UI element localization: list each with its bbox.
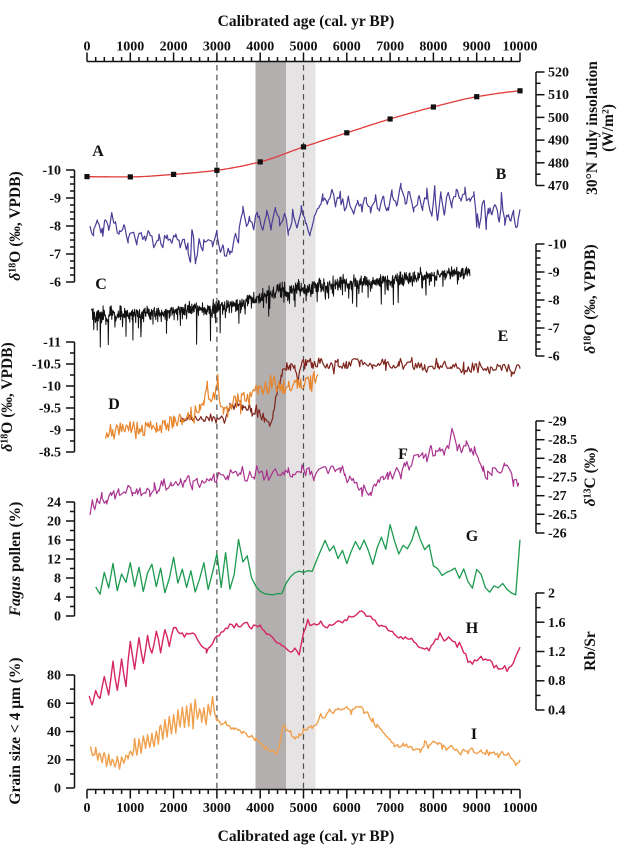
svg-text:-8: -8	[548, 294, 560, 309]
svg-text:2000: 2000	[160, 40, 188, 55]
svg-text:-10.5: -10.5	[32, 358, 61, 373]
svg-text:0.8: 0.8	[548, 674, 566, 689]
svg-text:F: F	[398, 446, 408, 463]
svg-text:8000: 8000	[419, 801, 447, 816]
svg-text:0: 0	[54, 782, 61, 797]
svg-text:9000: 9000	[463, 40, 491, 55]
svg-text:9000: 9000	[463, 801, 491, 816]
svg-text:-9: -9	[548, 266, 560, 281]
svg-text:-6: -6	[49, 276, 61, 291]
svg-text:3000: 3000	[203, 40, 231, 55]
svg-text:6000: 6000	[333, 40, 361, 55]
svg-text:δ13C (‰): δ13C (‰)	[582, 448, 599, 507]
svg-text:5000: 5000	[290, 801, 318, 816]
svg-text:B: B	[496, 166, 507, 183]
svg-text:4000: 4000	[246, 40, 274, 55]
svg-text:520: 520	[548, 66, 569, 81]
svg-text:1000: 1000	[116, 40, 144, 55]
svg-text:80: 80	[47, 669, 61, 684]
svg-text:-6: -6	[548, 350, 560, 365]
svg-text:-8: -8	[49, 220, 61, 235]
svg-text:7000: 7000	[376, 40, 404, 55]
svg-text:Rb/Sr: Rb/Sr	[582, 631, 599, 671]
svg-text:-26.5: -26.5	[548, 508, 577, 523]
svg-text:0.4: 0.4	[548, 704, 566, 719]
svg-text:40: 40	[47, 725, 61, 740]
svg-text:7000: 7000	[376, 801, 404, 816]
svg-text:2: 2	[548, 587, 555, 602]
svg-text:0: 0	[54, 610, 61, 625]
svg-text:470: 470	[548, 179, 569, 194]
svg-text:-7: -7	[49, 248, 61, 263]
svg-text:-27: -27	[548, 489, 567, 504]
svg-text:20: 20	[47, 515, 61, 530]
svg-text:-10: -10	[42, 380, 61, 395]
svg-text:δ18O (‰, VPDB): δ18O (‰, VPDB)	[0, 342, 16, 451]
svg-text:-26: -26	[548, 527, 567, 542]
svg-text:30°N July insolation: 30°N July insolation	[584, 61, 601, 195]
svg-text:2000: 2000	[160, 801, 188, 816]
svg-text:510: 510	[548, 88, 569, 103]
svg-text:Calibrated age (cal. yr BP): Calibrated age (cal. yr BP)	[218, 828, 395, 845]
svg-text:δ18O (‰, VPDB): δ18O (‰, VPDB)	[7, 171, 24, 280]
svg-text:8: 8	[54, 572, 61, 587]
svg-text:16: 16	[47, 534, 61, 549]
svg-text:490: 490	[548, 134, 569, 149]
svg-text:5000: 5000	[290, 40, 318, 55]
svg-text:E: E	[498, 328, 509, 345]
svg-text:C: C	[95, 276, 107, 293]
svg-text:4: 4	[54, 591, 61, 606]
svg-text:24: 24	[47, 496, 61, 511]
svg-text:0: 0	[84, 40, 91, 55]
svg-text:δ18O (‰, VPDB): δ18O (‰, VPDB)	[582, 244, 599, 353]
svg-text:-10: -10	[42, 164, 61, 179]
svg-text:500: 500	[548, 111, 569, 126]
svg-text:480: 480	[548, 156, 569, 171]
svg-text:-9.5: -9.5	[39, 402, 61, 417]
svg-text:A: A	[92, 143, 104, 160]
svg-text:-28.5: -28.5	[548, 433, 577, 448]
svg-text:12: 12	[47, 553, 61, 568]
svg-text:0: 0	[84, 801, 91, 816]
svg-text:1000: 1000	[116, 801, 144, 816]
svg-text:4000: 4000	[246, 801, 274, 816]
svg-text:Calibrated age (cal. yr BP): Calibrated age (cal. yr BP)	[218, 13, 395, 30]
svg-text:-9: -9	[49, 192, 61, 207]
svg-text:Grain size < 4 μm (%): Grain size < 4 μm (%)	[7, 657, 24, 804]
svg-text:I: I	[471, 726, 477, 743]
svg-text:-7: -7	[548, 322, 560, 337]
svg-text:60: 60	[47, 697, 61, 712]
svg-text:(W/m2): (W/m2)	[600, 104, 617, 152]
svg-text:-8.5: -8.5	[39, 446, 61, 461]
svg-text:10000: 10000	[503, 40, 538, 55]
svg-text:-28: -28	[548, 452, 567, 467]
svg-text:1.6: 1.6	[548, 616, 566, 631]
svg-text:20: 20	[47, 753, 61, 768]
svg-text:3000: 3000	[203, 801, 231, 816]
svg-text:8000: 8000	[419, 40, 447, 55]
svg-text:Fagus pollen (%): Fagus pollen (%)	[7, 502, 24, 618]
svg-text:-11: -11	[43, 336, 61, 351]
svg-text:G: G	[466, 528, 479, 545]
svg-text:6000: 6000	[333, 801, 361, 816]
svg-text:10000: 10000	[503, 801, 538, 816]
svg-text:-9: -9	[49, 424, 61, 439]
svg-text:H: H	[466, 620, 479, 637]
svg-text:D: D	[108, 396, 120, 413]
svg-text:-10: -10	[548, 238, 567, 253]
svg-text:-27.5: -27.5	[548, 471, 577, 486]
svg-text:1.2: 1.2	[548, 645, 566, 660]
svg-text:-29: -29	[548, 415, 567, 430]
